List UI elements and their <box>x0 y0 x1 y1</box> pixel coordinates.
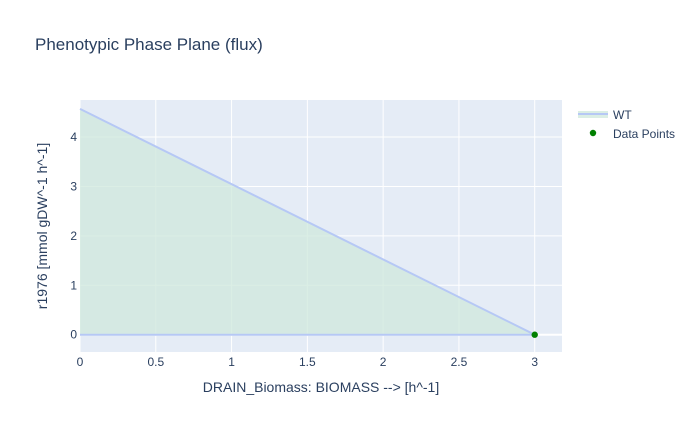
legend-label-wt: WT <box>613 108 632 122</box>
y-tick-label: 3 <box>70 179 77 193</box>
x-tick-label: 3 <box>531 355 538 369</box>
x-tick-label: 1 <box>228 355 235 369</box>
y-tick-label: 4 <box>70 130 77 144</box>
x-tick-label: 0 <box>77 355 84 369</box>
x-axis-ticks: 0 0.5 1 1.5 2 2.5 3 <box>77 355 539 369</box>
legend[interactable]: WT Data Points <box>578 108 675 141</box>
chart-title: Phenotypic Phase Plane (flux) <box>35 35 263 54</box>
x-axis-title: DRAIN_Biomass: BIOMASS --> [h^-1] <box>203 379 439 395</box>
legend-label-data-points: Data Points <box>613 127 675 141</box>
y-axis-title: r1976 [mmol gDW^-1 h^-1] <box>34 143 50 309</box>
x-tick-label: 2.5 <box>451 355 468 369</box>
series-layer <box>79 107 538 338</box>
wt-upper-line <box>79 107 536 336</box>
x-tick-label: 2 <box>380 355 387 369</box>
legend-marker <box>589 129 597 137</box>
legend-item-wt[interactable]: WT <box>578 108 632 122</box>
data-point <box>531 331 538 338</box>
x-tick-label: 0.5 <box>147 355 164 369</box>
y-axis-ticks: 0 1 2 3 4 <box>70 130 77 342</box>
y-tick-label: 2 <box>70 229 77 243</box>
y-tick-label: 1 <box>70 278 77 292</box>
y-tick-label: 0 <box>70 328 77 342</box>
x-tick-label: 1.5 <box>299 355 316 369</box>
legend-item-data-points[interactable]: Data Points <box>589 127 675 141</box>
